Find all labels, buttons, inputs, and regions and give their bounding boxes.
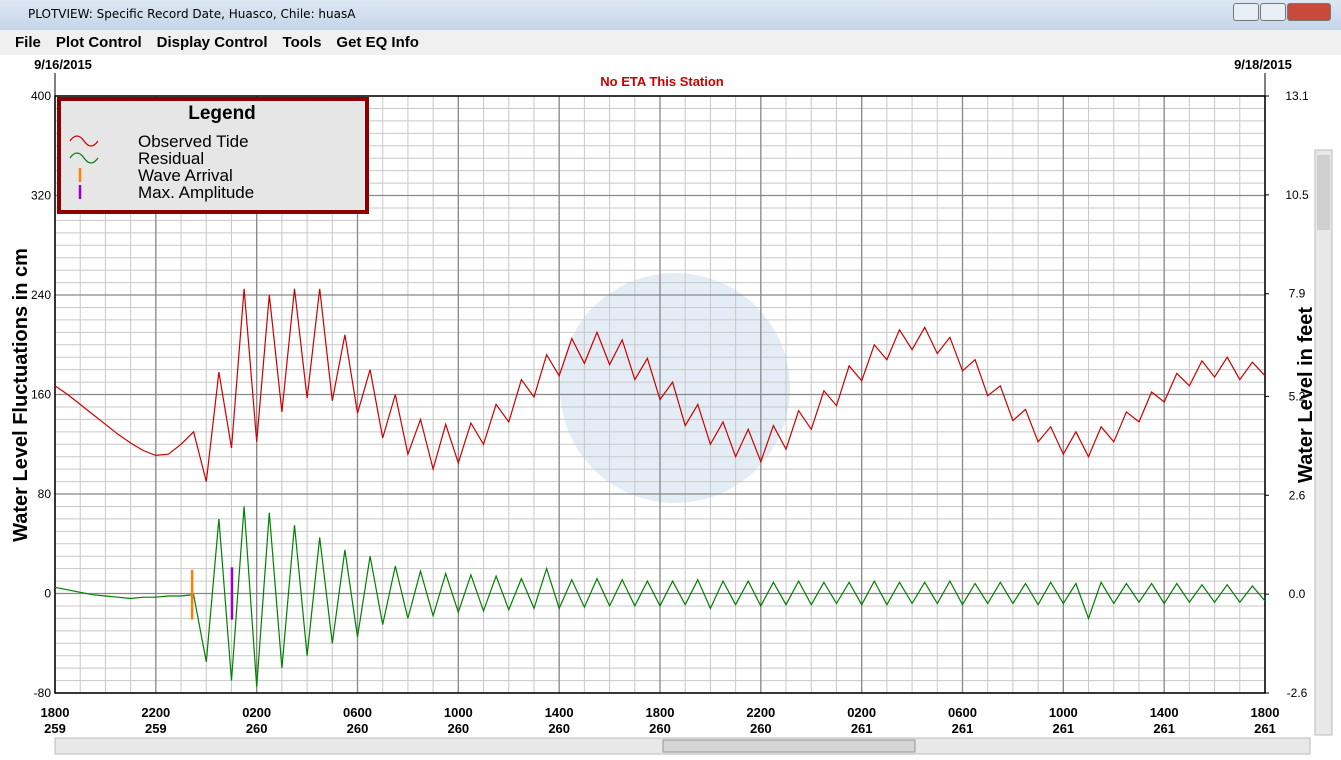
y2-axis-label: Water Level in feet: [1295, 307, 1317, 483]
x-tick-day: 259: [145, 721, 167, 736]
legend-swatch: [69, 135, 99, 147]
x-tick-label: 1000: [1049, 705, 1078, 720]
legend-swatch: [69, 152, 99, 164]
maximize-button[interactable]: [1260, 3, 1286, 21]
y-tick-label: 80: [38, 487, 52, 501]
x-tick-day: 260: [246, 721, 268, 736]
x-tick-label: 1000: [444, 705, 473, 720]
series-line: [54, 288, 1266, 482]
y-tick-label: 320: [31, 189, 51, 203]
menu-item[interactable]: Plot Control: [55, 34, 142, 51]
vertical-scrollbar[interactable]: [1314, 149, 1333, 736]
y-axis-label: Water Level Fluctuations in cm: [10, 248, 32, 542]
y-tick-label: 400: [31, 89, 51, 103]
end-date: 9/18/2015: [1234, 57, 1292, 72]
chart: 1800259220025902002600600260100026014002…: [0, 55, 1341, 760]
legend-label: Observed Tide: [138, 132, 249, 151]
menu-item[interactable]: Display Control: [156, 34, 268, 51]
window-title: PLOTVIEW: Specific Record Date, Huasco, …: [28, 7, 356, 21]
y2-tick-label: 2.6: [1289, 488, 1306, 502]
menu-item[interactable]: File: [15, 34, 41, 51]
start-date: 9/16/2015: [34, 57, 92, 72]
y2-tick-label: 10.5: [1285, 188, 1309, 202]
scroll-thumb[interactable]: [662, 739, 916, 753]
legend-label: Max. Amplitude: [138, 183, 254, 202]
y2-tick-label: 0.0: [1289, 587, 1306, 601]
legend-title: Legend: [188, 103, 256, 124]
x-tick-day: 261: [1052, 721, 1074, 736]
x-tick-day: 261: [1153, 721, 1175, 736]
menu-item[interactable]: Tools: [282, 34, 322, 51]
x-tick-label: 1800: [1251, 705, 1280, 720]
close-button[interactable]: [1287, 3, 1331, 21]
y2-tick-label: -2.6: [1287, 686, 1308, 700]
title-bar: PLOTVIEW: Specific Record Date, Huasco, …: [0, 0, 1341, 30]
x-tick-label: 0200: [847, 705, 876, 720]
x-tick-day: 260: [447, 721, 469, 736]
watermark: [560, 273, 790, 503]
menu-item[interactable]: Get EQ Info: [336, 34, 419, 51]
x-tick-label: 2200: [746, 705, 775, 720]
y2-tick-label: 7.9: [1289, 287, 1306, 301]
series-line: [54, 506, 1266, 687]
y-tick-label: 160: [31, 388, 51, 402]
x-tick-label: 0600: [948, 705, 977, 720]
x-tick-label: 1400: [1150, 705, 1179, 720]
x-tick-day: 261: [1254, 721, 1276, 736]
minimize-button[interactable]: [1233, 3, 1259, 21]
subtitle: No ETA This Station: [600, 74, 724, 89]
legend-box: [57, 97, 369, 214]
x-tick-label: 0600: [343, 705, 372, 720]
x-tick-day: 260: [649, 721, 671, 736]
y2-tick-label: 5.2: [1289, 389, 1306, 403]
x-tick-label: 2200: [141, 705, 170, 720]
y-tick-label: -80: [34, 686, 52, 700]
x-tick-label: 1400: [545, 705, 574, 720]
x-tick-label: 1800: [646, 705, 675, 720]
x-tick-day: 259: [44, 721, 66, 736]
y-tick-label: 0: [44, 587, 51, 601]
scroll-thumb[interactable]: [1317, 155, 1330, 230]
x-tick-day: 261: [851, 721, 873, 736]
legend-label: Wave Arrival: [138, 166, 233, 185]
x-tick-label: 0200: [242, 705, 271, 720]
menu-bar: File Plot Control Display Control Tools Get …: [0, 30, 1341, 55]
x-tick-day: 261: [952, 721, 974, 736]
y2-tick-label: 13.1: [1285, 89, 1309, 103]
y-tick-label: 240: [31, 288, 51, 302]
x-tick-day: 260: [347, 721, 369, 736]
legend-label: Residual: [138, 149, 204, 168]
plot-frame: [54, 95, 1266, 694]
x-tick-label: 1800: [41, 705, 70, 720]
x-tick-day: 260: [750, 721, 772, 736]
x-tick-day: 260: [548, 721, 570, 736]
